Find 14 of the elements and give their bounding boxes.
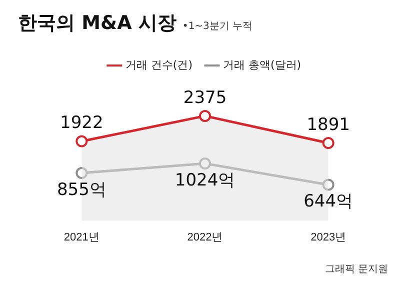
legend-label: 거래 총액(달러) — [223, 58, 302, 72]
data-label: 2375 — [183, 88, 227, 108]
x-tick-label: 2023년 — [310, 231, 346, 244]
legend-label: 거래 건수(건) — [125, 58, 193, 72]
x-tick-label: 2022년 — [187, 231, 223, 244]
data-label: 1024억 — [174, 170, 236, 190]
data-label: 1891 — [306, 114, 350, 135]
x-tick-label: 2021년 — [64, 231, 100, 244]
text: 그래픽 문지원 — [324, 263, 388, 276]
chart-title: 한국의 M&A 시장 — [18, 12, 176, 34]
data-label: 644억 — [304, 192, 354, 212]
data-label: 1922 — [60, 113, 104, 134]
data-label: 855억 — [56, 180, 106, 200]
chart-subtitle: •1~3분기 누적 — [182, 21, 253, 32]
